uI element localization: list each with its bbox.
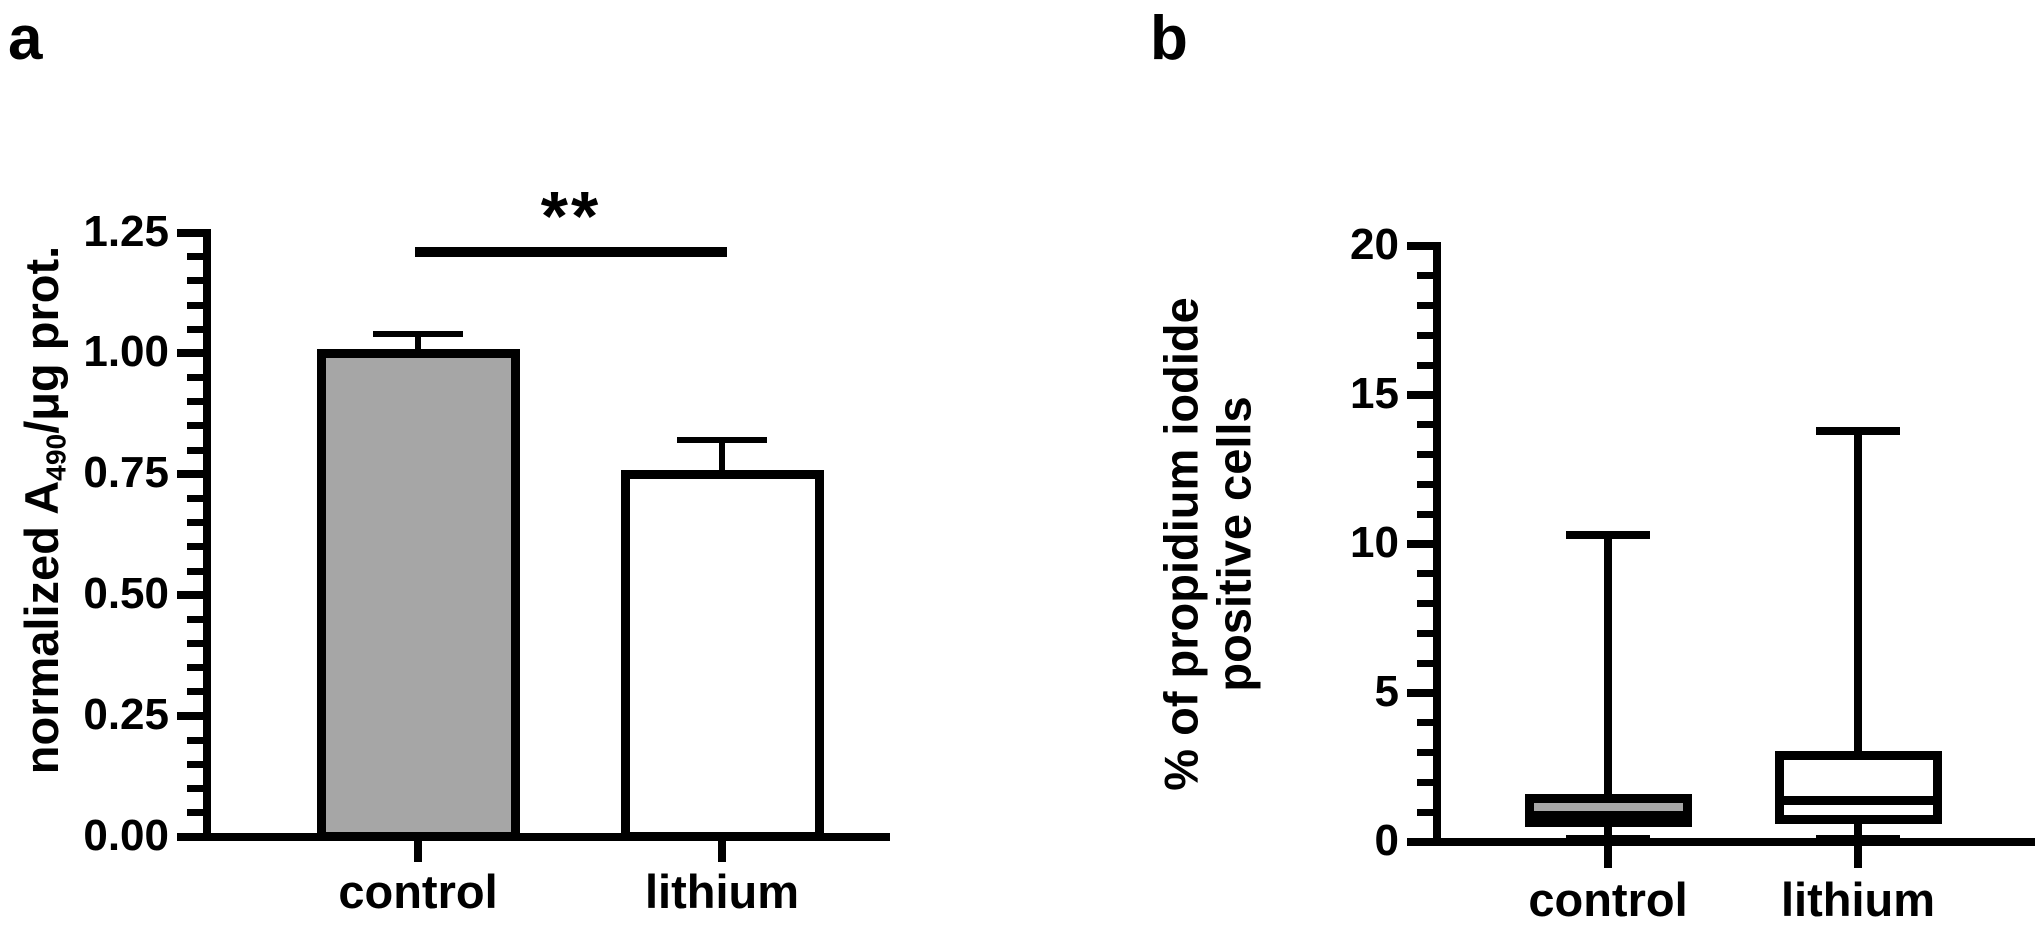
y-minor-tick xyxy=(187,519,203,527)
error-bar-cap-control xyxy=(373,331,463,338)
y-axis-line xyxy=(203,228,211,841)
y-tick-label: 0.00 xyxy=(83,811,169,860)
x-tick xyxy=(718,841,726,862)
whisker-bottom-cap-lithium xyxy=(1816,835,1900,844)
y-minor-tick xyxy=(187,374,203,382)
y-minor-tick xyxy=(1417,629,1433,637)
x-category-label: control xyxy=(338,865,498,918)
x-category-label: control xyxy=(1528,873,1688,926)
y-minor-tick xyxy=(187,398,203,406)
y-tick-label: 15 xyxy=(1350,369,1399,418)
median-line-control xyxy=(1533,810,1683,820)
y-minor-tick xyxy=(1417,331,1433,339)
y-major-tick xyxy=(1407,540,1433,548)
y-major-tick xyxy=(1407,838,1433,846)
y-axis-line xyxy=(1433,242,1441,846)
y-tick-label: 20 xyxy=(1350,220,1399,269)
y-tick-label: 0 xyxy=(1374,816,1399,865)
whisker-top-cap-lithium xyxy=(1816,426,1900,435)
y-tick-label: 0.75 xyxy=(83,448,169,498)
y-minor-tick xyxy=(1417,361,1433,369)
y-minor-tick xyxy=(1417,451,1433,459)
y-major-tick xyxy=(1407,391,1433,399)
y-minor-tick xyxy=(1417,421,1433,429)
y-minor-tick xyxy=(1417,510,1433,518)
x-tick xyxy=(1854,846,1862,868)
y-minor-tick xyxy=(187,543,203,551)
y-minor-tick xyxy=(187,494,203,502)
y-minor-tick xyxy=(187,422,203,430)
y-tick-label: 1.00 xyxy=(83,327,169,377)
y-tick-label: 0.25 xyxy=(83,690,169,740)
error-bar-cap-lithium xyxy=(677,437,767,444)
whisker-bottom-line-lithium xyxy=(1854,814,1862,843)
y-minor-tick xyxy=(187,785,203,793)
y-minor-tick xyxy=(187,253,203,261)
y-minor-tick xyxy=(187,640,203,648)
whisker-bottom-line-control xyxy=(1604,817,1612,843)
y-minor-tick xyxy=(187,615,203,623)
y-minor-tick xyxy=(187,325,203,333)
y-minor-tick xyxy=(1417,570,1433,578)
y-major-tick xyxy=(177,833,203,841)
bar-control xyxy=(316,348,520,841)
y-minor-tick xyxy=(187,567,203,575)
y-minor-tick xyxy=(187,301,203,309)
x-axis-line xyxy=(1433,838,2035,846)
y-minor-tick xyxy=(187,809,203,817)
significance-line xyxy=(415,247,727,257)
error-bar-line-lithium xyxy=(719,440,725,476)
whisker-top-cap-control xyxy=(1566,531,1650,540)
y-major-tick xyxy=(1407,242,1433,250)
y-minor-tick xyxy=(187,277,203,285)
y-major-tick xyxy=(177,349,203,358)
x-tick xyxy=(414,841,422,862)
y-minor-tick xyxy=(1417,749,1433,757)
panel-b-letter: b xyxy=(1150,4,1188,73)
significance-stars: ** xyxy=(540,177,602,255)
y-minor-tick xyxy=(1417,659,1433,667)
x-category-label: lithium xyxy=(1780,873,1936,926)
y-minor-tick xyxy=(187,688,203,696)
y-tick-label: 1.25 xyxy=(83,206,169,256)
y-tick-label: 0.50 xyxy=(83,569,169,619)
y-major-tick xyxy=(177,591,203,600)
y-tick-label: 10 xyxy=(1350,518,1399,567)
y-major-tick xyxy=(177,470,203,479)
y-tick-label: 5 xyxy=(1374,667,1399,716)
error-bar-line-control xyxy=(415,334,421,355)
y-minor-tick xyxy=(187,664,203,672)
y-minor-tick xyxy=(1417,302,1433,310)
bar-lithium xyxy=(620,469,824,841)
y-major-tick xyxy=(177,228,203,237)
y-minor-tick xyxy=(1417,808,1433,816)
x-axis-line xyxy=(203,833,890,841)
y-minor-tick xyxy=(1417,600,1433,608)
median-line-lithium xyxy=(1783,795,1933,805)
y-minor-tick xyxy=(1417,480,1433,488)
y-minor-tick xyxy=(1417,778,1433,786)
y-minor-tick xyxy=(187,446,203,454)
y-major-tick xyxy=(1407,689,1433,697)
whisker-top-line-lithium xyxy=(1854,430,1862,762)
y-minor-tick xyxy=(187,760,203,768)
whisker-top-line-control xyxy=(1604,535,1612,805)
y-minor-tick xyxy=(187,736,203,744)
x-category-label: lithium xyxy=(644,865,800,918)
y-minor-tick xyxy=(1417,719,1433,727)
x-tick xyxy=(1604,846,1612,868)
y-minor-tick xyxy=(1417,272,1433,280)
panel-a-letter: a xyxy=(8,4,43,73)
box-lithium xyxy=(1774,751,1942,825)
whisker-bottom-cap-control xyxy=(1566,835,1650,844)
y-major-tick xyxy=(177,712,203,721)
